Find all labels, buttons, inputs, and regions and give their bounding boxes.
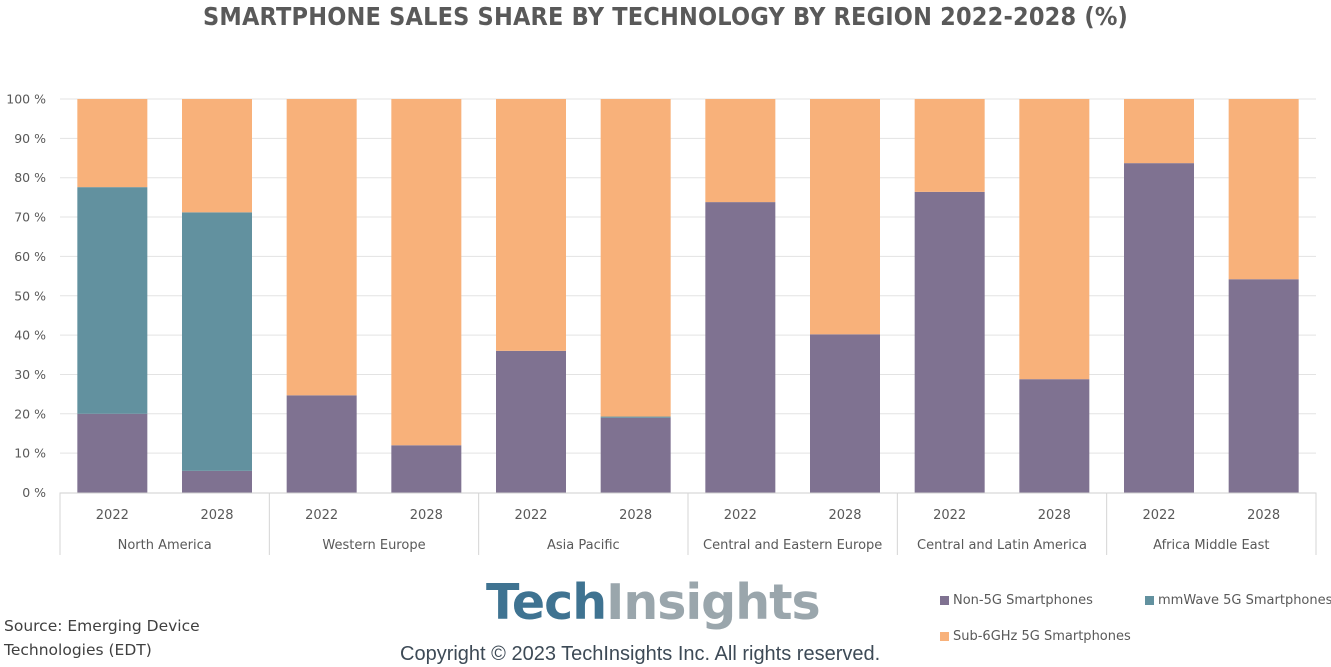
legend-label: Non-5G Smartphones — [953, 593, 1093, 608]
bar-segment-non-5g-smartphones — [391, 445, 462, 493]
x-tick-label-year: 2022 — [724, 508, 757, 523]
x-axis: 2022 2028 North America 2022 2028 Western Eur… — [59, 492, 1317, 555]
x-tick-label-year: 2022 — [514, 508, 547, 523]
logo-insights: Insights — [606, 574, 821, 631]
bar-segment-mmwave-5g-smartphones — [600, 416, 671, 418]
x-tick-label-year: 2028 — [619, 508, 652, 523]
bar-segment-mmwave-5g-smartphones — [182, 212, 252, 471]
y-tick-label: 20 % — [14, 406, 46, 421]
y-tick-label: 80 % — [14, 170, 46, 185]
x-tick-label-year: 2028 — [1247, 508, 1280, 523]
logo-tech: Tech — [486, 574, 607, 631]
legend-label: Sub-6GHz 5G Smartphones — [953, 629, 1131, 644]
bar-segment-mmwave-5g-smartphones — [77, 187, 148, 414]
stacked-bar-chart: 0 % 10 % 20 % 30 % 40 % 50 % 60 % 70 % 80 % 90 % 1… — [6, 92, 1317, 555]
y-tick-label: 90 % — [14, 131, 46, 146]
bar-segment-non-5g-smartphones — [286, 395, 357, 493]
bar-segment-sub-6ghz-5g-smartphones — [1019, 99, 1090, 380]
bar-segment-sub-6ghz-5g-smartphones — [600, 99, 671, 417]
bar-segment-non-5g-smartphones — [1019, 379, 1090, 493]
bar-segment-non-5g-smartphones — [914, 191, 985, 493]
x-tick-label-year: 2022 — [305, 508, 338, 523]
y-tick-label: 70 % — [14, 210, 46, 225]
bar-segment-sub-6ghz-5g-smartphones — [286, 99, 357, 396]
y-tick-label: 0 % — [22, 485, 46, 500]
y-tick-label: 60 % — [14, 249, 46, 264]
x-tick-label-year: 2028 — [828, 508, 861, 523]
bar-segment-non-5g-smartphones — [496, 350, 566, 493]
legend-label: mmWave 5G Smartphones — [1158, 593, 1331, 608]
x-tick-label-year: 2022 — [96, 508, 129, 523]
bar-segment-non-5g-smartphones — [1228, 279, 1299, 493]
y-tick-label: 50 % — [14, 288, 46, 303]
bar-segment-non-5g-smartphones — [705, 202, 776, 493]
bar-segment-sub-6ghz-5g-smartphones — [391, 99, 462, 446]
bar-segment-non-5g-smartphones — [810, 334, 880, 493]
x-group-label: Asia Pacific — [547, 538, 620, 553]
bar-segment-sub-6ghz-5g-smartphones — [1124, 99, 1194, 164]
techinsights-logo: TechInsights — [486, 578, 821, 627]
bar-segment-non-5g-smartphones — [600, 417, 671, 493]
x-tick-label-year: 2028 — [200, 508, 233, 523]
bar-segment-sub-6ghz-5g-smartphones — [810, 99, 880, 335]
legend-item-sub6ghz: Sub-6GHz 5G Smartphones — [940, 629, 1131, 644]
x-group-label: Central and Eastern Europe — [703, 538, 882, 553]
legend-swatch-non-5g — [940, 596, 949, 605]
y-tick-label: 40 % — [14, 328, 46, 343]
x-tick-label-year: 2022 — [1142, 508, 1175, 523]
legend-item-mmwave: mmWave 5G Smartphones — [1145, 593, 1331, 608]
bar-segment-sub-6ghz-5g-smartphones — [1228, 99, 1299, 280]
legend-swatch-sub6ghz — [940, 632, 949, 641]
legend-item-non-5g: Non-5G Smartphones — [940, 593, 1093, 608]
bar-segment-sub-6ghz-5g-smartphones — [77, 99, 148, 188]
copyright-notice: Copyright © 2023 TechInsights Inc. All r… — [400, 643, 881, 665]
bar-segment-sub-6ghz-5g-smartphones — [182, 99, 252, 213]
chart-title: SMARTPHONE SALES SHARE BY TECHNOLOGY BY … — [202, 2, 1129, 31]
y-tick-label: 30 % — [14, 367, 46, 382]
bar-segment-sub-6ghz-5g-smartphones — [496, 99, 566, 351]
x-tick-label-year: 2028 — [1038, 508, 1071, 523]
source-note: Source: Emerging Device Technologies (ED… — [4, 617, 200, 659]
y-axis: 0 % 10 % 20 % 30 % 40 % 50 % 60 % 70 % 80 % 90 % 1… — [6, 92, 46, 501]
x-tick-label-year: 2028 — [410, 508, 443, 523]
bar-segment-sub-6ghz-5g-smartphones — [705, 99, 776, 203]
legend-swatch-mmwave — [1145, 596, 1154, 605]
x-group-label: Africa Middle East — [1153, 538, 1269, 553]
x-tick-label-year: 2022 — [933, 508, 966, 523]
y-tick-label: 10 % — [14, 446, 46, 461]
bars — [77, 99, 1299, 493]
gridlines — [60, 98, 1316, 454]
x-group-label: North America — [118, 538, 212, 553]
bar-segment-sub-6ghz-5g-smartphones — [914, 99, 985, 192]
y-tick-label: 100 % — [6, 92, 46, 107]
bar-segment-non-5g-smartphones — [182, 470, 252, 493]
bar-segment-non-5g-smartphones — [1124, 163, 1194, 493]
bar-segment-non-5g-smartphones — [77, 413, 148, 493]
x-group-label: Western Europe — [322, 538, 425, 553]
x-group-label: Central and Latin America — [917, 538, 1087, 553]
